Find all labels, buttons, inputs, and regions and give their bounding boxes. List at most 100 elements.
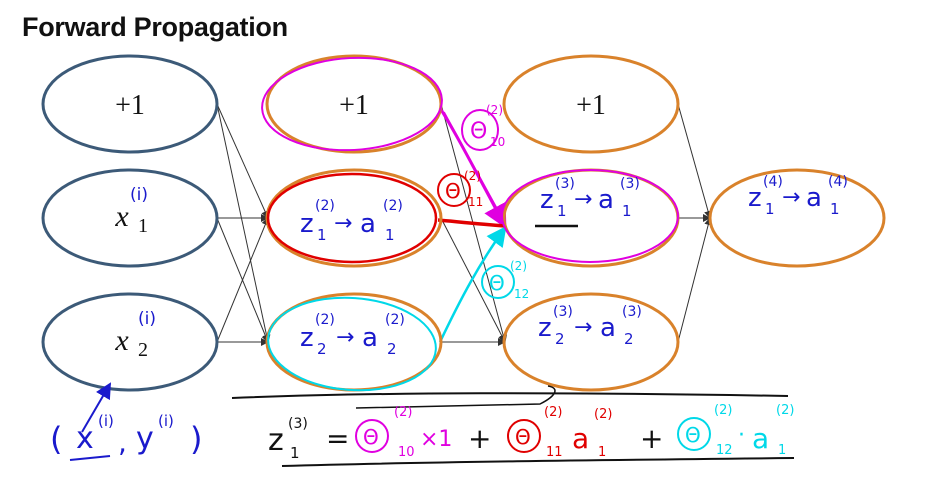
svg-text:→: → — [782, 185, 800, 210]
input-x2-label: x — [114, 324, 129, 357]
svg-text:): ) — [190, 420, 202, 458]
svg-text:10: 10 — [490, 135, 505, 149]
input-x1-sub: 1 — [138, 215, 148, 237]
equation-top-rule — [231, 392, 789, 399]
input-x1-node — [41, 168, 219, 268]
svg-text:(4): (4) — [763, 174, 783, 190]
weight-label-theta-12: Θ (2) 12 — [481, 259, 529, 301]
svg-text:2: 2 — [317, 340, 327, 358]
svg-text:·: · — [738, 423, 745, 448]
edge-in-bias-h1-u2 — [216, 103, 271, 343]
svg-text:1: 1 — [598, 445, 606, 460]
svg-text:Θ: Θ — [685, 423, 701, 447]
hidden1-bias-label: +1 — [339, 90, 369, 121]
output-unit1-label: z (4) 1 → a (4) 1 — [748, 174, 848, 218]
svg-text:2: 2 — [555, 330, 565, 348]
svg-text:1: 1 — [385, 226, 395, 244]
svg-text:(2): (2) — [776, 403, 794, 418]
input-x1-label: x — [114, 200, 129, 233]
svg-text:Θ: Θ — [515, 425, 531, 449]
svg-text:z: z — [300, 209, 314, 239]
svg-text:z: z — [540, 185, 554, 215]
svg-text:(3): (3) — [288, 416, 308, 432]
svg-text:Θ: Θ — [445, 179, 461, 203]
input-x1-sup: (i) — [130, 185, 148, 205]
svg-text:a: a — [806, 183, 822, 213]
svg-text:+: + — [640, 422, 663, 455]
svg-text:a: a — [362, 323, 378, 353]
svg-text:Θ: Θ — [470, 119, 487, 144]
svg-text:(2): (2) — [714, 403, 732, 418]
svg-text:1: 1 — [765, 200, 775, 218]
weight-label-theta-11: Θ (2) 11 — [437, 169, 483, 209]
page-title: Forward Propagation — [22, 12, 288, 42]
edge-cyan-u2-to-h2u1 — [438, 225, 507, 343]
svg-text:(2): (2) — [385, 312, 405, 328]
svg-text:2: 2 — [624, 330, 634, 348]
hidden2-unit1-highlight — [501, 169, 679, 263]
input-x2-sub: 2 — [138, 339, 148, 361]
svg-text:z: z — [268, 423, 284, 458]
equation-top-rule-2 — [355, 385, 556, 409]
svg-text:(2): (2) — [486, 103, 503, 117]
hidden1-unit1-node — [265, 168, 443, 268]
svg-text:1: 1 — [830, 200, 840, 218]
hidden2-unit2-label: z (3) 2 → a (3) 2 — [538, 304, 642, 348]
svg-text:2: 2 — [387, 340, 397, 358]
svg-text:y: y — [136, 421, 154, 456]
hidden2-bias-node — [502, 54, 680, 154]
svg-text:(2): (2) — [594, 407, 612, 422]
edge-in-x2-h1-u1 — [216, 217, 270, 343]
svg-text:12: 12 — [514, 287, 529, 301]
svg-text:(: ( — [50, 420, 62, 458]
hidden2-unit2-node — [502, 292, 680, 392]
svg-text:(3): (3) — [555, 176, 575, 192]
equation: z (3) 1 = Θ (2) 10 ×1 + Θ (2) 11 a (2) 1… — [268, 403, 794, 462]
svg-text:×1: ×1 — [420, 427, 452, 452]
svg-text:a: a — [752, 422, 769, 455]
svg-text:(2): (2) — [510, 259, 527, 273]
hidden1-bias-highlight — [261, 56, 443, 152]
svg-text:(i): (i) — [98, 412, 114, 430]
input-x2-sup: (i) — [138, 309, 156, 329]
hidden1-unit1-highlight — [266, 172, 438, 264]
svg-text:(2): (2) — [315, 312, 335, 328]
edge-h2-bias-out — [677, 103, 712, 219]
svg-text:1: 1 — [290, 444, 300, 462]
edges — [216, 103, 713, 346]
svg-text:(i): (i) — [158, 412, 174, 430]
svg-text:10: 10 — [398, 445, 415, 460]
edge-red-u1-to-h2u1 — [437, 218, 506, 228]
hidden1-unit1-label: z (2) 1 → a (2) 1 — [300, 198, 403, 244]
hidden2-unit1-label: z (3) 1 → a (3) 1 — [540, 176, 640, 220]
svg-text:,: , — [118, 426, 127, 459]
svg-text:→: → — [574, 315, 592, 340]
svg-text:1: 1 — [317, 226, 327, 244]
svg-text:1: 1 — [622, 202, 632, 220]
svg-text:x: x — [76, 421, 94, 456]
edge-magenta-extra — [443, 111, 501, 215]
training-example-underline — [69, 455, 111, 461]
svg-text:=: = — [326, 422, 349, 455]
svg-text:(2): (2) — [544, 405, 562, 420]
svg-text:Θ: Θ — [363, 425, 379, 449]
svg-text:z: z — [748, 183, 762, 213]
svg-text:(3): (3) — [620, 176, 640, 192]
svg-text:z: z — [538, 313, 552, 343]
svg-text:(3): (3) — [622, 304, 642, 320]
svg-text:→: → — [574, 187, 592, 212]
equation-bottom-rule — [281, 457, 795, 467]
svg-text:(2): (2) — [315, 198, 335, 214]
svg-text:1: 1 — [557, 202, 567, 220]
input-bias-node — [41, 54, 219, 154]
weight-label-theta-10: Θ (2) 10 — [461, 103, 505, 151]
hidden2-bias-label: +1 — [576, 90, 606, 121]
svg-text:(2): (2) — [394, 405, 412, 420]
input-bias-label: +1 — [115, 90, 145, 121]
svg-text:(4): (4) — [828, 174, 848, 190]
svg-text:(2): (2) — [383, 198, 403, 214]
svg-text:→: → — [336, 325, 354, 350]
svg-text:a: a — [572, 422, 589, 455]
svg-text:11: 11 — [546, 445, 563, 460]
hidden1-unit2-label: z (2) 2 → a (2) 2 — [300, 312, 405, 358]
